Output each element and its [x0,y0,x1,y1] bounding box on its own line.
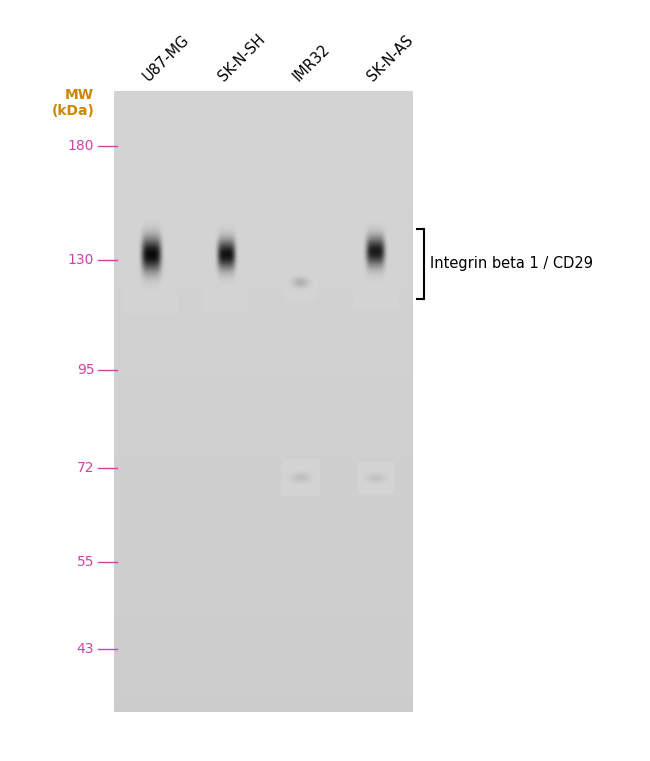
Text: IMR32: IMR32 [290,41,333,84]
Text: 72: 72 [77,460,94,475]
Text: 180: 180 [68,139,94,152]
Text: SK-N-AS: SK-N-AS [365,32,417,84]
Text: Integrin beta 1 / CD29: Integrin beta 1 / CD29 [430,256,593,272]
Text: 55: 55 [77,556,94,569]
Text: 43: 43 [77,642,94,656]
Text: MW
(kDa): MW (kDa) [51,88,94,118]
Text: SK-N-SH: SK-N-SH [215,31,268,84]
Text: 130: 130 [68,253,94,267]
Text: 95: 95 [77,363,94,377]
Text: U87-MG: U87-MG [140,32,192,84]
